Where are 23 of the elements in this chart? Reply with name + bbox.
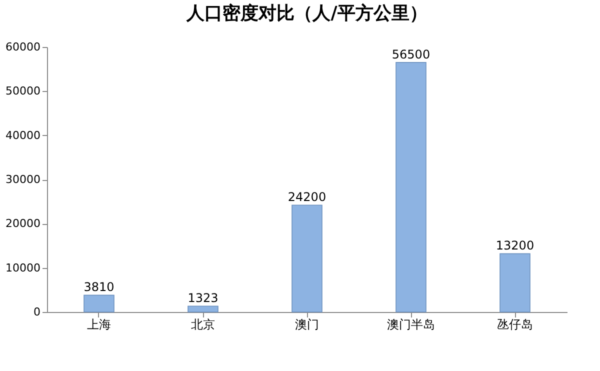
x-tick-label: 上海 [87, 318, 111, 332]
y-tick-label: 40000 [6, 128, 40, 142]
y-tick-label: 60000 [6, 40, 40, 54]
data-label: 13200 [496, 238, 534, 253]
data-label: 1323 [188, 291, 218, 306]
data-label: 24200 [288, 190, 326, 204]
bar [292, 204, 322, 312]
y-tick-label: 30000 [6, 173, 40, 186]
y-tick-label: 50000 [6, 84, 40, 98]
x-tick-label: 氹仔岛 [497, 318, 533, 332]
data-label: 56500 [392, 47, 430, 62]
bar [84, 294, 114, 312]
x-tick-label: 澳门 [295, 318, 319, 332]
y-tick-label: 10000 [6, 261, 40, 274]
x-tick-label: 北京 [191, 318, 215, 332]
bar [500, 253, 530, 312]
bar [188, 306, 218, 312]
x-tick-label: 澳门半岛 [387, 318, 435, 332]
y-tick-label: 0 [34, 306, 40, 318]
y-tick-label: 20000 [6, 217, 40, 230]
data-label: 3810 [84, 280, 114, 294]
bar [396, 62, 426, 312]
chart-title: 人口密度对比（人/平方公里） [186, 3, 428, 24]
